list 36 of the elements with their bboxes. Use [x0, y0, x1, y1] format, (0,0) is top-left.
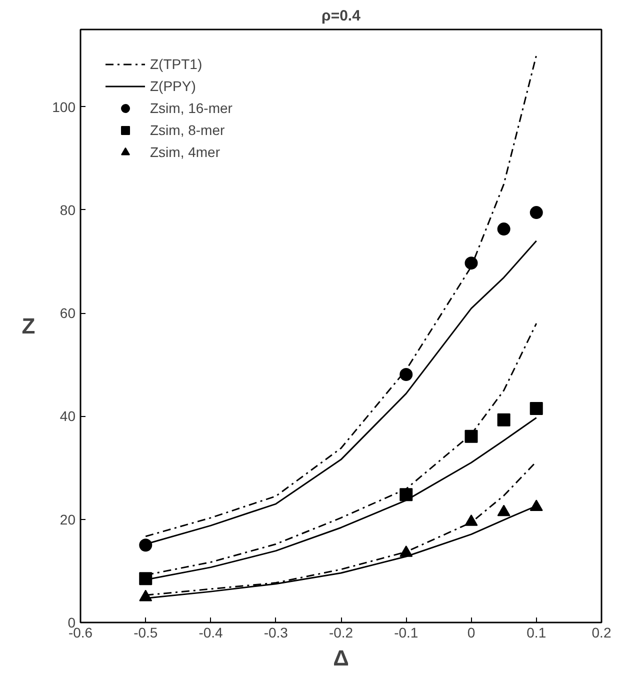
y-tick-label: 60: [60, 305, 76, 322]
x-tick-label: 0.2: [592, 624, 612, 640]
point: [497, 413, 510, 426]
y-tick-label: 20: [60, 511, 76, 528]
x-tick-label: -0.3: [264, 624, 288, 640]
point: [464, 256, 478, 270]
point: [139, 572, 152, 586]
point: [497, 504, 510, 516]
point: [464, 514, 478, 526]
x-tick-label: -0.1: [394, 624, 418, 640]
legend-label: Zsim, 4mer: [150, 144, 220, 160]
point: [530, 206, 543, 220]
y-axis-title: Z: [22, 314, 36, 338]
x-tick-label: -0.5: [134, 624, 158, 640]
legend-label: Z(PPY): [150, 78, 196, 94]
y-tick-label: 40: [60, 408, 76, 424]
x-tick-label: -0.4: [198, 624, 224, 640]
chart-title: ρ=0.4: [322, 8, 362, 24]
point: [400, 488, 413, 502]
point: [497, 222, 510, 236]
legend-label: Z(TPT1): [150, 56, 202, 72]
point: [530, 500, 543, 511]
point: [400, 545, 413, 557]
point: [400, 368, 413, 381]
x-tick-label: 0: [467, 624, 476, 640]
x-axis-title: Δ: [333, 646, 349, 670]
x-tick-label: -0.2: [328, 624, 354, 640]
y-tick-label: 100: [52, 98, 76, 115]
point: [530, 402, 543, 416]
x-tick-label: 0.1: [526, 624, 546, 640]
y-tick-label: 80: [60, 202, 76, 218]
point: [139, 590, 152, 602]
point: [464, 430, 478, 443]
point: [139, 538, 152, 552]
legend-label: Zsim, 16-mer: [150, 100, 232, 116]
legend-label: Zsim, 8-mer: [150, 122, 225, 138]
